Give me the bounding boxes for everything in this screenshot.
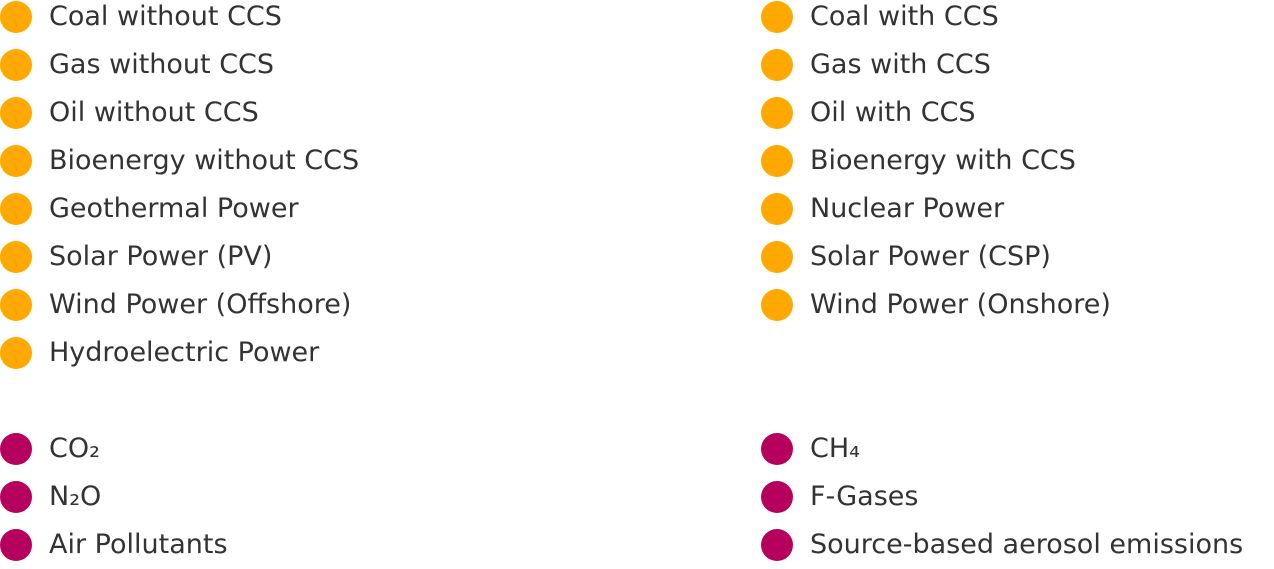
legend-label: Geothermal Power (49, 193, 299, 224)
legend-swatch-icon (761, 433, 793, 465)
legend-swatch-icon (0, 289, 32, 321)
legend-swatch-icon (0, 481, 32, 513)
legend-swatch-icon (761, 97, 793, 129)
legend-label: CO₂ (49, 433, 100, 464)
legend-swatch-icon (761, 529, 793, 561)
legend-swatch-icon (0, 97, 32, 129)
legend-label: Wind Power (Offshore) (49, 289, 352, 320)
legend-label: N₂O (49, 481, 102, 512)
legend-label: Oil without CCS (49, 97, 259, 128)
legend-label: Solar Power (CSP) (810, 241, 1051, 272)
legend-label: Gas with CCS (810, 49, 991, 80)
legend-swatch-icon (0, 433, 32, 465)
legend-swatch-icon (761, 241, 793, 273)
legend-label: Coal without CCS (49, 1, 282, 32)
legend-swatch-icon (761, 481, 793, 513)
legend-label: Solar Power (PV) (49, 241, 273, 272)
legend-swatch-icon (761, 49, 793, 81)
legend-item-wind-power-offshore[interactable]: Wind Power (Offshore) (0, 281, 351, 329)
legend-item-geothermal-power[interactable]: Geothermal Power (0, 185, 299, 233)
legend-item-wind-power-onshore[interactable]: Wind Power (Onshore) (761, 281, 1111, 329)
legend-item-bioenergy-without-ccs[interactable]: Bioenergy without CCS (0, 137, 359, 185)
legend-swatch-icon (0, 337, 32, 369)
legend-item-f-gases[interactable]: F-Gases (761, 473, 918, 521)
legend-item-ch4[interactable]: CH₄ (761, 425, 860, 473)
legend-label: Wind Power (Onshore) (810, 289, 1111, 320)
legend-label: Hydroelectric Power (49, 337, 320, 368)
legend-item-n2o[interactable]: N₂O (0, 473, 101, 521)
legend-swatch-icon (0, 1, 32, 33)
legend-item-gas-without-ccs[interactable]: Gas without CCS (0, 41, 274, 89)
legend-item-solar-power-pv[interactable]: Solar Power (PV) (0, 233, 272, 281)
legend-label: Air Pollutants (49, 529, 228, 560)
legend-item-bioenergy-with-ccs[interactable]: Bioenergy with CCS (761, 137, 1076, 185)
legend-swatch-icon (0, 241, 32, 273)
legend-label: Bioenergy without CCS (49, 145, 360, 176)
legend-label: Gas without CCS (49, 49, 275, 80)
legend-item-coal-with-ccs[interactable]: Coal with CCS (761, 0, 999, 41)
legend-swatch-icon (0, 145, 32, 177)
legend-item-oil-without-ccs[interactable]: Oil without CCS (0, 89, 259, 137)
legend-item-oil-with-ccs[interactable]: Oil with CCS (761, 89, 976, 137)
legend-item-coal-without-ccs[interactable]: Coal without CCS (0, 0, 282, 41)
legend-swatch-icon (761, 1, 793, 33)
legend-label: Source-based aerosol emissions (810, 529, 1244, 560)
legend-swatch-icon (0, 193, 32, 225)
legend-item-source-based-aerosol-emissions[interactable]: Source-based aerosol emissions (761, 521, 1243, 569)
legend-swatch-icon (761, 145, 793, 177)
legend-item-co2[interactable]: CO₂ (0, 425, 100, 473)
legend-item-gas-with-ccs[interactable]: Gas with CCS (761, 41, 991, 89)
legend-item-nuclear-power[interactable]: Nuclear Power (761, 185, 1004, 233)
legend-swatch-icon (0, 49, 32, 81)
legend-item-hydroelectric-power[interactable]: Hydroelectric Power (0, 329, 319, 377)
legend-swatch-icon (761, 193, 793, 225)
legend-label: Nuclear Power (810, 193, 1005, 224)
legend-swatch-icon (761, 289, 793, 321)
legend-label: Bioenergy with CCS (810, 145, 1076, 176)
legend-label: F-Gases (810, 481, 919, 512)
legend-label: Oil with CCS (810, 97, 976, 128)
legend-swatch-icon (0, 529, 32, 561)
legend-item-solar-power-csp[interactable]: Solar Power (CSP) (761, 233, 1051, 281)
legend-label: CH₄ (810, 433, 860, 464)
legend-label: Coal with CCS (810, 1, 999, 32)
legend-item-air-pollutants[interactable]: Air Pollutants (0, 521, 228, 569)
